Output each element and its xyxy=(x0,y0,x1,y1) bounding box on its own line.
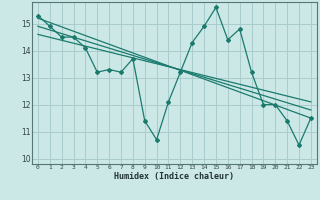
X-axis label: Humidex (Indice chaleur): Humidex (Indice chaleur) xyxy=(115,172,234,181)
